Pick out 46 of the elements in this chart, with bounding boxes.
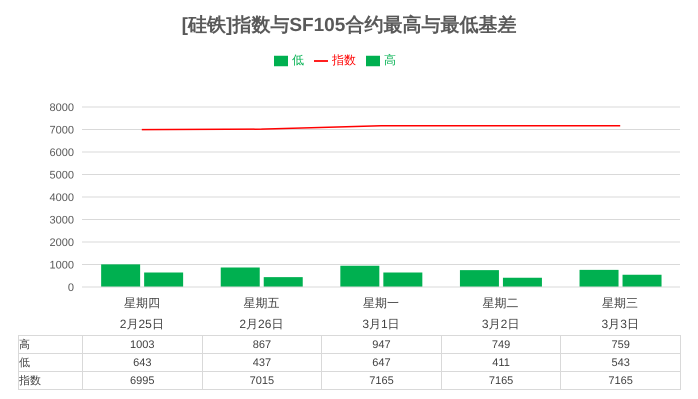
text: 低 bbox=[19, 357, 30, 369]
bar bbox=[340, 266, 380, 287]
y-tick-label: 7000 bbox=[50, 124, 74, 136]
data-label: 7165 bbox=[322, 372, 442, 390]
y-tick-label: 3000 bbox=[50, 214, 74, 226]
data-label: 411 bbox=[441, 354, 561, 372]
y-tick-label: 0 bbox=[68, 282, 74, 294]
data-label: 749 bbox=[441, 336, 561, 354]
y-tick-label: 4000 bbox=[50, 192, 74, 204]
data-label: 947 bbox=[322, 336, 442, 354]
bar bbox=[580, 270, 619, 287]
bar bbox=[264, 277, 303, 287]
data-label: 1003 bbox=[82, 336, 202, 354]
data-label: 867 bbox=[202, 336, 322, 354]
text: 指数 bbox=[19, 375, 41, 387]
bar bbox=[460, 270, 499, 287]
y-tick-label: 6000 bbox=[50, 146, 74, 159]
data-label: 6995 bbox=[82, 372, 202, 390]
chart-title: [硅铁]指数与SF105合约最高与最低基差 bbox=[180, 14, 518, 38]
bar bbox=[502, 278, 542, 287]
data-label: 543 bbox=[560, 354, 680, 372]
x-tick-label: 星期五 2月26日 bbox=[239, 296, 284, 331]
y-tick-label: 1000 bbox=[50, 259, 74, 272]
legend-label: 低 bbox=[292, 53, 304, 67]
bar bbox=[144, 272, 184, 287]
legend-label: 指数 bbox=[332, 53, 356, 67]
x-tick-label: 星期四 2月25日 bbox=[120, 296, 164, 331]
y-tick-label: 8000 bbox=[50, 102, 74, 114]
x-tick-label: 星期二 3月2日 bbox=[482, 296, 520, 331]
legend-label: 高 bbox=[384, 53, 396, 67]
x-tick-label: 星期一 3月1日 bbox=[362, 296, 400, 331]
y-tick-label: 5000 bbox=[50, 169, 74, 182]
data-label: 643 bbox=[82, 354, 202, 372]
text: 高 bbox=[19, 339, 30, 351]
bar bbox=[383, 272, 422, 287]
bar bbox=[101, 264, 140, 287]
x-tick-label: 星期三 3月3日 bbox=[602, 296, 639, 331]
data-label: 759 bbox=[560, 336, 680, 354]
y-tick-label: 2000 bbox=[50, 236, 74, 249]
bar bbox=[220, 267, 260, 287]
data-label: 647 bbox=[322, 354, 442, 372]
data-label: 7165 bbox=[560, 372, 680, 390]
data-label: 437 bbox=[202, 354, 322, 372]
data-label: 7165 bbox=[441, 372, 561, 390]
data-label: 7015 bbox=[202, 372, 322, 390]
bar bbox=[622, 274, 662, 287]
